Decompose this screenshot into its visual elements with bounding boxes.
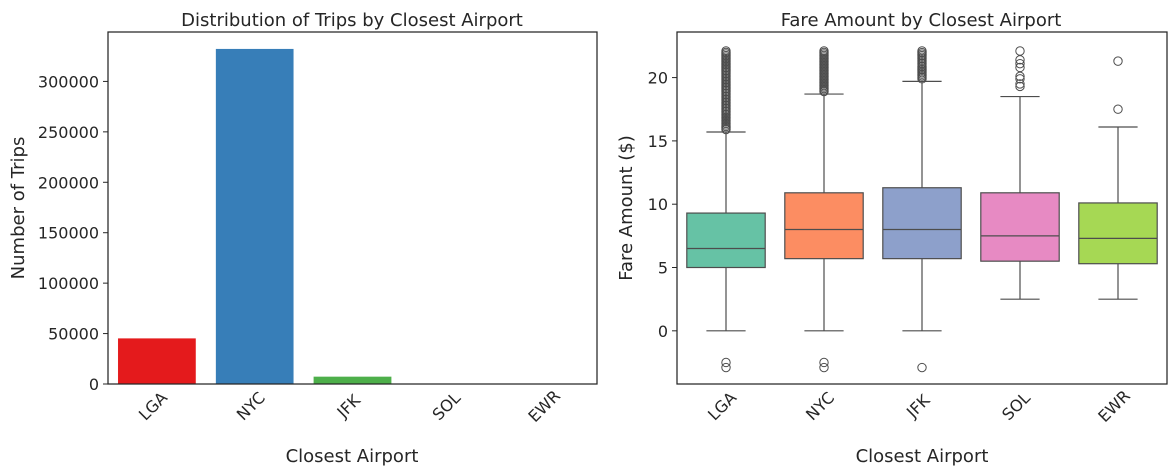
box-x-axis-label: Closest Airport [856, 446, 989, 467]
iqr-box [980, 192, 1060, 262]
outlier-point [819, 46, 829, 56]
iqr-box [686, 212, 766, 269]
box-y-tick-label: 20 [648, 69, 668, 88]
outlier-point [721, 46, 731, 56]
box-y-tick-label: 0 [658, 322, 668, 341]
outlier-point [819, 357, 829, 368]
box-y-ticks: 0 5 10 15 20 [648, 69, 677, 341]
iqr-box [1078, 202, 1158, 265]
bar-y-tick-label: 300000 [38, 72, 99, 91]
outlier-point [1015, 79, 1025, 89]
box-x-tick-lga: LGA [704, 388, 740, 424]
bar-y-tick-label: 250000 [38, 123, 99, 142]
box-lga [686, 46, 766, 373]
bar-nyc [215, 48, 295, 385]
outlier-point [1113, 56, 1123, 66]
bar-x-tick-jfk: JFK [333, 390, 365, 422]
box-x-tick-nyc: NYC [802, 388, 838, 424]
bar-plot-frame [107, 31, 598, 385]
bar-y-tick-label: 100000 [38, 274, 99, 293]
outlier-point [1015, 81, 1025, 92]
box-y-tick-label: 10 [648, 195, 668, 214]
outlier-point [917, 362, 927, 373]
bar-y-ticks: 0 50000 100000 150000 200000 250000 300000 [38, 72, 108, 394]
bar-jfk [313, 376, 392, 385]
box-jfk [882, 46, 962, 373]
bar-x-axis-label: Closest Airport [286, 446, 419, 467]
box-x-ticks: LGA NYC JFK SOL EWR [704, 386, 1134, 426]
bar-x-tick-ewr: EWR [524, 386, 564, 426]
bar-series [117, 48, 588, 385]
bar-lga [117, 337, 197, 385]
outlier-point [1015, 46, 1025, 56]
outlier-point [1015, 74, 1025, 84]
box-series [686, 46, 1158, 373]
outlier-point [1015, 58, 1025, 69]
box-x-tick-ewr: EWR [1094, 386, 1134, 426]
box-y-tick-label: 5 [658, 259, 668, 278]
bar-y-axis-label: Number of Trips [8, 137, 29, 280]
fare-box-chart: Fare Amount by Closest Airport 05101520 … [616, 10, 1168, 467]
box-chart-title: Fare Amount by Closest Airport [781, 10, 1062, 31]
outlier-point [1015, 62, 1025, 73]
box-y-tick-label: 15 [648, 132, 668, 151]
box-y-axis-label: Fare Amount ($) [616, 135, 637, 281]
box-sol [980, 46, 1060, 300]
outlier-point [721, 357, 731, 368]
iqr-box [784, 192, 864, 260]
box-nyc [784, 46, 864, 373]
trips-bar-chart: Distribution of Trips by Closest Airport… [8, 10, 598, 467]
outlier-point [819, 362, 829, 373]
outlier-point [1113, 104, 1123, 114]
bar-chart-title: Distribution of Trips by Closest Airport [181, 10, 523, 31]
bar-x-tick-sol: SOL [428, 388, 464, 424]
bar-y-tick-label: 0 [89, 375, 99, 394]
bar-x-tick-nyc: NYC [233, 388, 269, 424]
outlier-point [917, 46, 927, 56]
box-ewr [1078, 56, 1158, 300]
outlier-point [721, 362, 731, 373]
box-plot-frame [676, 31, 1168, 385]
bar-y-tick-label: 50000 [48, 325, 99, 344]
bar-y-tick-label: 150000 [38, 224, 99, 243]
bar-x-tick-lga: LGA [135, 388, 171, 424]
box-x-tick-jfk: JFK [902, 390, 934, 422]
bar-y-tick-label: 200000 [38, 173, 99, 192]
bar-x-ticks: LGA NYC JFK SOL EWR [135, 386, 564, 426]
iqr-box [882, 187, 962, 260]
box-x-tick-sol: SOL [998, 388, 1034, 424]
